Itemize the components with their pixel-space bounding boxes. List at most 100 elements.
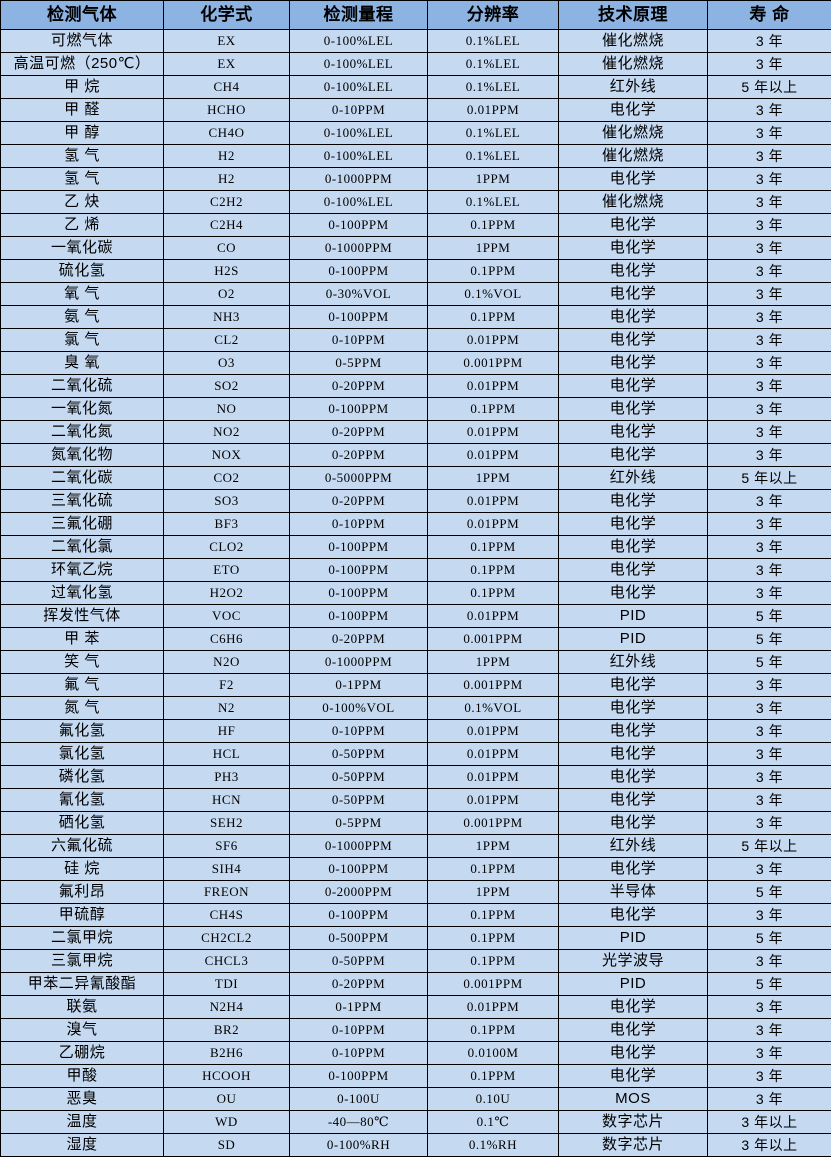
- cell-gas: 乙 炔: [1, 191, 164, 214]
- cell-principle: 电化学: [559, 582, 708, 605]
- cell-resolution: 0.1PPM: [428, 1019, 559, 1042]
- cell-formula: N2O: [164, 651, 290, 674]
- cell-range: 0-100PPM: [290, 536, 428, 559]
- cell-range: 0-5PPM: [290, 352, 428, 375]
- cell-gas: 三氧化硫: [1, 490, 164, 513]
- cell-formula: HCOOH: [164, 1065, 290, 1088]
- cell-life: 3 年: [708, 743, 831, 766]
- cell-resolution: 0.10U: [428, 1088, 559, 1111]
- cell-principle: 电化学: [559, 398, 708, 421]
- cell-formula: B2H6: [164, 1042, 290, 1065]
- cell-resolution: 0.0100M: [428, 1042, 559, 1065]
- cell-life: 3 年: [708, 329, 831, 352]
- cell-formula: C2H4: [164, 214, 290, 237]
- cell-life: 3 年: [708, 950, 831, 973]
- cell-resolution: 1PPM: [428, 168, 559, 191]
- cell-principle: 催化燃烧: [559, 30, 708, 53]
- cell-resolution: 0.01PPM: [428, 375, 559, 398]
- cell-principle: 电化学: [559, 306, 708, 329]
- cell-life: 5 年: [708, 927, 831, 950]
- cell-gas: 氯化氢: [1, 743, 164, 766]
- cell-range: 0-50PPM: [290, 766, 428, 789]
- cell-resolution: 0.1%LEL: [428, 53, 559, 76]
- cell-principle: 电化学: [559, 766, 708, 789]
- cell-formula: HF: [164, 720, 290, 743]
- cell-range: 0-100%LEL: [290, 30, 428, 53]
- cell-resolution: 0.01PPM: [428, 513, 559, 536]
- cell-life: 3 年: [708, 996, 831, 1019]
- cell-formula: O3: [164, 352, 290, 375]
- column-header-gas: 检测气体: [1, 1, 164, 30]
- cell-life: 3 年: [708, 398, 831, 421]
- cell-formula: BR2: [164, 1019, 290, 1042]
- cell-resolution: 0.001PPM: [428, 812, 559, 835]
- cell-principle: 催化燃烧: [559, 122, 708, 145]
- cell-resolution: 0.1%LEL: [428, 145, 559, 168]
- cell-principle: 电化学: [559, 858, 708, 881]
- cell-range: 0-100U: [290, 1088, 428, 1111]
- cell-resolution: 0.1%RH: [428, 1134, 559, 1157]
- cell-resolution: 0.1PPM: [428, 904, 559, 927]
- cell-resolution: 0.1%VOL: [428, 283, 559, 306]
- cell-life: 5 年: [708, 651, 831, 674]
- cell-life: 3 年: [708, 99, 831, 122]
- cell-gas: 乙 烯: [1, 214, 164, 237]
- cell-range: 0-50PPM: [290, 950, 428, 973]
- cell-principle: 红外线: [559, 651, 708, 674]
- cell-life: 3 年: [708, 444, 831, 467]
- cell-principle: 电化学: [559, 490, 708, 513]
- column-header-life: 寿 命: [708, 1, 831, 30]
- cell-principle: 电化学: [559, 904, 708, 927]
- cell-formula: BF3: [164, 513, 290, 536]
- cell-resolution: 1PPM: [428, 651, 559, 674]
- cell-formula: SF6: [164, 835, 290, 858]
- cell-resolution: 0.1PPM: [428, 260, 559, 283]
- cell-gas: 恶臭: [1, 1088, 164, 1111]
- cell-resolution: 0.1℃: [428, 1111, 559, 1134]
- cell-range: 0-2000PPM: [290, 881, 428, 904]
- cell-range: 0-1PPM: [290, 674, 428, 697]
- cell-gas: 可燃气体: [1, 30, 164, 53]
- cell-gas: 环氧乙烷: [1, 559, 164, 582]
- cell-range: 0-500PPM: [290, 927, 428, 950]
- cell-gas: 二氧化硫: [1, 375, 164, 398]
- cell-range: 0-100PPM: [290, 582, 428, 605]
- cell-formula: N2: [164, 697, 290, 720]
- cell-formula: F2: [164, 674, 290, 697]
- cell-gas: 甲 苯: [1, 628, 164, 651]
- cell-principle: MOS: [559, 1088, 708, 1111]
- cell-formula: FREON: [164, 881, 290, 904]
- cell-life: 3 年: [708, 191, 831, 214]
- cell-principle: PID: [559, 628, 708, 651]
- cell-life: 3 年: [708, 375, 831, 398]
- cell-formula: C6H6: [164, 628, 290, 651]
- cell-formula: C2H2: [164, 191, 290, 214]
- cell-resolution: 1PPM: [428, 467, 559, 490]
- cell-resolution: 0.01PPM: [428, 789, 559, 812]
- cell-range: 0-100%LEL: [290, 145, 428, 168]
- cell-range: 0-1000PPM: [290, 835, 428, 858]
- cell-formula: ETO: [164, 559, 290, 582]
- cell-principle: 电化学: [559, 743, 708, 766]
